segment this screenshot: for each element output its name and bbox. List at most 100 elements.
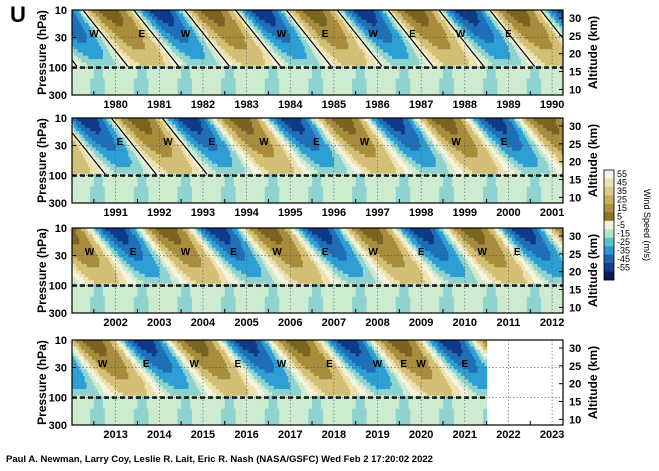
x-tick-label: 2020 [409,429,433,441]
x-tick-label: 1998 [409,207,433,219]
x-tick-label: 2004 [191,317,216,329]
phase-label: E [208,137,215,148]
y2-tick-label: 30 [569,13,581,25]
y2-tick-label: 25 [569,249,581,261]
phase-label: W [456,29,466,40]
y-tick-label: 10 [55,113,67,125]
colorbar-swatch [604,203,614,213]
y2-tick-label: 15 [569,175,581,187]
colorbar-swatch [604,246,614,255]
colorbar-swatch [604,237,614,247]
y2-tick-label: 20 [569,267,581,279]
x-tick-label: 2007 [322,317,346,329]
y2-tick-label: 15 [569,397,581,409]
x-tick-label: 1990 [540,99,564,111]
plot-frame [71,117,564,204]
colorbar-label: Wind Speed (m/s) [642,189,652,261]
y-tick-label: 10 [55,223,67,235]
phase-label: W [368,29,378,40]
phase-label: E [461,359,468,370]
colorbar-swatch [604,195,614,205]
plot-frame [71,339,564,426]
figure-title: U [10,2,26,27]
phase-label: E [326,359,333,370]
y-axis-label: Pressure (hPa) [35,228,49,313]
x-tick-label: 1994 [234,207,259,219]
phase-label: W [277,29,287,40]
phase-label: W [259,137,269,148]
x-tick-label: 1980 [103,99,127,111]
x-tick-label: 1983 [234,99,258,111]
phase-label: E [322,29,329,40]
colorbar-tick-label: 15 [617,203,627,213]
phase-label: E [418,247,425,258]
phase-label: W [277,359,287,370]
y2-axis-label: Altitude (km) [586,16,600,89]
x-tick-label: 2009 [409,317,433,329]
phase-label: W [368,247,378,258]
x-tick-label: 2000 [496,207,520,219]
plot-frame [71,227,564,314]
x-tick-label: 2002 [103,317,127,329]
x-tick-label: 1982 [191,99,215,111]
phase-label: E [322,247,329,258]
x-tick-label: 1999 [453,207,477,219]
x-tick-label: 1984 [278,99,303,111]
wind-field [72,118,563,203]
colorbar-tick-label: 45 [617,178,627,188]
y-tick-label: 100 [49,281,67,293]
phase-label: W [360,137,370,148]
colorbar-swatch [604,178,614,188]
colorbar-tick-label: -25 [617,237,630,247]
panel-3: 2002 2003 2004 2005 2006 2007 2008 2009 2010 2011… [35,223,600,329]
y-axis-label: Pressure (hPa) [35,10,49,95]
x-tick-label: 2003 [147,317,171,329]
x-tick-label: 2017 [278,429,302,441]
phase-label: W [451,137,461,148]
colorbar-tick-label: 5 [617,212,622,222]
y2-axis-label: Altitude (km) [586,346,600,419]
x-tick-label: 2013 [103,429,127,441]
y2-tick-label: 20 [569,49,581,61]
phase-label: W [163,137,173,148]
phase-label: W [85,247,95,258]
colorbar-swatch [604,170,614,179]
x-tick-label: 2008 [365,317,389,329]
phase-label: W [272,247,282,258]
y-axis-label: Pressure (hPa) [35,118,49,203]
phase-label: W [416,359,426,370]
y2-tick-label: 15 [569,285,581,297]
x-tick-label: 1985 [322,99,346,111]
x-tick-label: 2006 [278,317,302,329]
y2-tick-label: 30 [569,343,581,355]
y2-tick-label: 10 [569,302,581,314]
y2-tick-label: 25 [569,31,581,43]
x-tick-label: 1988 [453,99,477,111]
phase-label: E [505,29,512,40]
x-tick-label: 2019 [365,429,389,441]
x-tick-label: 2010 [453,317,477,329]
y2-tick-label: 25 [569,361,581,373]
y-tick-label: 300 [49,90,67,102]
y2-tick-label: 20 [569,157,581,169]
x-tick-label: 2018 [322,429,346,441]
phase-label: E [313,137,320,148]
y-axis-label: Pressure (hPa) [35,340,49,425]
x-tick-label: 1995 [278,207,302,219]
phase-label: E [400,359,407,370]
colorbar-tick-label: -35 [617,245,630,255]
y-tick-label: 10 [55,5,67,17]
colorbar-tick-label: 55 [617,169,627,179]
phase-label: E [409,29,416,40]
x-tick-label: 2011 [497,317,521,329]
y2-tick-label: 20 [569,379,581,391]
phase-label: W [478,247,488,258]
phase-label: E [235,359,242,370]
colorbar-tick-label: 35 [617,186,627,196]
y2-tick-label: 15 [569,67,581,79]
plot-frame [71,9,564,96]
y-tick-label: 30 [55,32,67,44]
phase-label: W [181,247,191,258]
y-tick-label: 100 [49,63,67,75]
